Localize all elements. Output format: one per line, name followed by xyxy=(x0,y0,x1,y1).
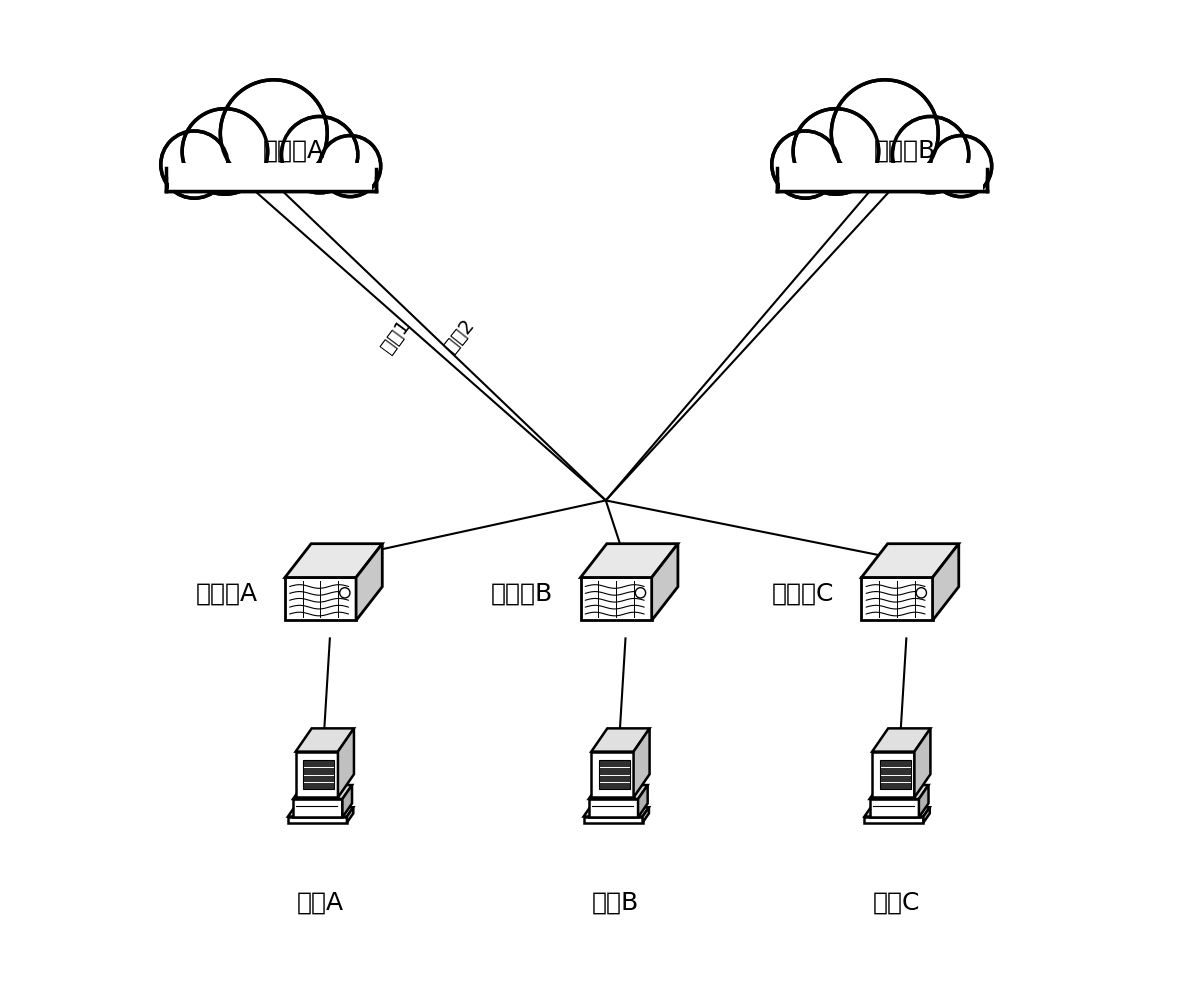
Polygon shape xyxy=(285,544,382,578)
Text: 运营商A: 运营商A xyxy=(262,139,325,163)
Text: 主机C: 主机C xyxy=(872,891,920,915)
Polygon shape xyxy=(288,817,346,823)
Text: 主机A: 主机A xyxy=(297,891,344,915)
Polygon shape xyxy=(293,785,352,799)
Circle shape xyxy=(635,588,645,598)
Circle shape xyxy=(281,117,358,193)
Polygon shape xyxy=(304,760,335,789)
Bar xyxy=(169,163,372,193)
Polygon shape xyxy=(293,799,343,818)
Polygon shape xyxy=(933,544,959,620)
Circle shape xyxy=(220,80,327,186)
Polygon shape xyxy=(862,578,933,620)
Bar xyxy=(782,165,981,191)
Bar xyxy=(780,163,983,193)
Circle shape xyxy=(831,80,939,186)
Polygon shape xyxy=(915,728,930,798)
Polygon shape xyxy=(862,544,959,578)
Circle shape xyxy=(161,131,228,198)
Polygon shape xyxy=(346,808,353,823)
Polygon shape xyxy=(589,785,648,799)
Polygon shape xyxy=(643,808,649,823)
Circle shape xyxy=(339,588,350,598)
Polygon shape xyxy=(599,760,630,789)
Polygon shape xyxy=(589,799,638,818)
Polygon shape xyxy=(634,728,650,798)
Polygon shape xyxy=(864,808,930,817)
Text: 路由器A: 路由器A xyxy=(195,582,258,606)
Circle shape xyxy=(182,109,267,194)
Polygon shape xyxy=(872,751,915,798)
Circle shape xyxy=(930,136,992,196)
Circle shape xyxy=(916,588,927,598)
Polygon shape xyxy=(591,751,634,798)
Polygon shape xyxy=(584,817,643,823)
Polygon shape xyxy=(923,808,930,823)
Circle shape xyxy=(793,109,878,194)
Polygon shape xyxy=(879,760,910,789)
Polygon shape xyxy=(870,785,929,799)
Bar xyxy=(171,165,370,191)
Polygon shape xyxy=(288,808,353,817)
Polygon shape xyxy=(296,728,353,751)
Polygon shape xyxy=(343,785,352,818)
Polygon shape xyxy=(296,751,338,798)
Text: 路由器B: 路由器B xyxy=(491,582,553,606)
Text: 线路1: 线路1 xyxy=(378,316,415,356)
Polygon shape xyxy=(591,728,650,751)
Polygon shape xyxy=(580,544,678,578)
Polygon shape xyxy=(918,785,929,818)
Polygon shape xyxy=(584,808,649,817)
Text: 运营商B: 运营商B xyxy=(873,139,936,163)
Circle shape xyxy=(892,117,969,193)
Text: 主机B: 主机B xyxy=(592,891,639,915)
Text: 路由器C: 路由器C xyxy=(772,582,834,606)
Circle shape xyxy=(319,136,381,196)
Polygon shape xyxy=(356,544,382,620)
Circle shape xyxy=(772,131,839,198)
Polygon shape xyxy=(580,578,651,620)
Polygon shape xyxy=(285,578,356,620)
Polygon shape xyxy=(338,728,353,798)
Polygon shape xyxy=(638,785,648,818)
Polygon shape xyxy=(872,728,930,751)
Text: 线路2: 线路2 xyxy=(441,316,478,356)
Polygon shape xyxy=(651,544,678,620)
Polygon shape xyxy=(870,799,918,818)
Polygon shape xyxy=(864,817,923,823)
